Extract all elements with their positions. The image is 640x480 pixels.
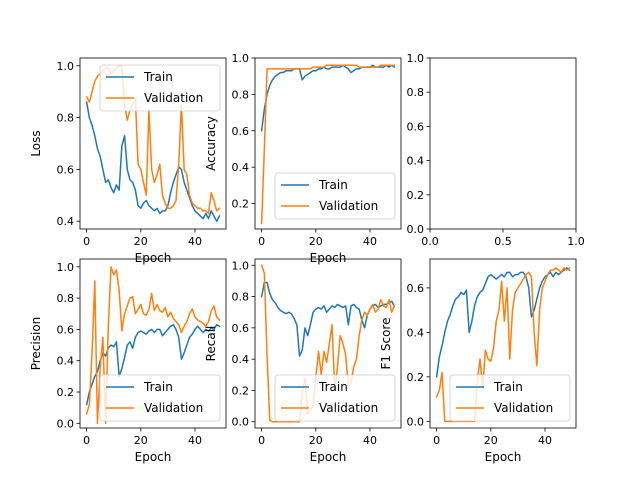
x-tick-label: 40	[363, 235, 377, 248]
x-tick-label: 0	[433, 434, 440, 447]
plot-area	[260, 264, 396, 423]
x-tick-label: 20	[309, 434, 323, 447]
axes-frame	[429, 57, 577, 230]
y-tick-label: 1.0	[232, 52, 250, 65]
subplot-4: 0 20 40 0.0 0.2 0.4 0.6 0.8 1.0 Epoch Precision Tra…	[29, 258, 227, 464]
validation-legend-label: Validation	[319, 401, 378, 415]
y-tick-label: 0.0	[407, 223, 425, 236]
axes-frame	[254, 258, 402, 429]
validation-legend-label: Validation	[494, 401, 553, 415]
y-axis-label: Precision	[29, 317, 43, 371]
axes-frame	[79, 57, 227, 230]
x-axis-label: Epoch	[135, 450, 172, 464]
validation-series-line	[260, 264, 396, 423]
y-tick-label: 0.2	[232, 198, 250, 211]
y-tick-label: 0.2	[407, 189, 425, 202]
subplot-5: 0 20 40 0.0 0.2 0.4 0.6 0.8 1.0 Epoch Recall Train V…	[204, 258, 402, 464]
legend: Train Validation	[99, 64, 221, 112]
legend: Train Validation	[274, 172, 396, 220]
y-tick-label: 0.6	[407, 120, 425, 133]
y-tick-label: 0.8	[232, 88, 250, 101]
x-tick-label: 0.5	[494, 235, 512, 248]
y-tick-label: 1.0	[57, 60, 75, 73]
validation-series-line	[260, 64, 396, 225]
train-series-line	[260, 64, 396, 132]
y-tick-label: 1.0	[407, 52, 425, 65]
plot-area	[260, 64, 396, 225]
validation-series-line	[85, 266, 221, 425]
y-tick-label: 0.6	[232, 125, 250, 138]
x-tick-label: 20	[134, 434, 148, 447]
x-tick-label: 0.0	[421, 235, 439, 248]
y-tick-label: 0.6	[232, 322, 250, 335]
x-tick-label: 40	[538, 434, 552, 447]
y-tick-label: 0.4	[232, 353, 250, 366]
train-series-line	[85, 323, 221, 406]
axes-frame	[429, 258, 577, 429]
x-tick-label: 0	[258, 434, 265, 447]
y-tick-label: 0.8	[232, 291, 250, 304]
subplot-6: 0 20 40 0.0 0.2 0.4 0.6 Epoch F1 Score Train Valid…	[379, 258, 577, 464]
y-axis-label: Accuracy	[204, 116, 218, 171]
y-tick-label: 0.2	[57, 386, 75, 399]
x-axis-label: Epoch	[135, 251, 172, 265]
train-legend-label: Train	[143, 70, 173, 84]
y-tick-label: 0.6	[407, 282, 425, 295]
legend: Train Validation	[274, 374, 396, 422]
y-tick-label: 0.4	[57, 355, 75, 368]
y-tick-label: 0.8	[57, 112, 75, 125]
y-tick-label: 0.8	[407, 86, 425, 99]
y-tick-label: 0.2	[407, 371, 425, 384]
x-axis-label: Epoch	[485, 450, 522, 464]
y-tick-label: 0.2	[232, 384, 250, 397]
y-tick-label: 0.4	[407, 326, 425, 339]
validation-legend-label: Validation	[319, 199, 378, 213]
y-tick-label: 0.4	[407, 155, 425, 168]
x-tick-label: 0	[83, 434, 90, 447]
y-tick-label: 1.0	[232, 259, 250, 272]
train-legend-label: Train	[318, 178, 348, 192]
plot-area	[85, 266, 221, 425]
train-series-line	[435, 267, 571, 378]
y-tick-label: 0.4	[232, 161, 250, 174]
y-axis-label: Recall	[204, 326, 218, 362]
train-legend-label: Train	[493, 380, 523, 394]
x-axis-label: Epoch	[310, 450, 347, 464]
y-tick-label: 0.0	[57, 417, 75, 430]
subplot-1: 0 20 40 0.4 0.6 0.8 1.0 Epoch Loss Train Validatio…	[29, 57, 227, 265]
validation-legend-label: Validation	[144, 401, 203, 415]
axes-frame	[79, 258, 227, 429]
train-legend-label: Train	[318, 380, 348, 394]
legend: Train Validation	[449, 374, 571, 422]
axes-frame	[254, 57, 402, 230]
x-tick-label: 0	[83, 235, 90, 248]
x-tick-label: 40	[363, 434, 377, 447]
validation-legend-label: Validation	[144, 91, 203, 105]
y-tick-label: 1.0	[57, 261, 75, 274]
y-tick-label: 0.0	[232, 416, 250, 429]
x-tick-label: 20	[484, 434, 498, 447]
x-tick-label: 20	[134, 235, 148, 248]
y-axis-label: Loss	[29, 130, 43, 156]
x-tick-label: 40	[188, 235, 202, 248]
y-tick-label: 0.0	[407, 415, 425, 428]
y-tick-label: 0.8	[57, 292, 75, 305]
x-tick-label: 40	[188, 434, 202, 447]
y-tick-label: 0.6	[57, 163, 75, 176]
y-tick-label: 0.4	[57, 215, 75, 228]
legend: Train Validation	[99, 374, 221, 422]
subplot-2: 0 20 40 0.2 0.4 0.6 0.8 1.0 Epoch Accuracy Train Va…	[204, 52, 402, 265]
subplot-3: 0.0 0.5 1.0 0.0 0.2 0.4 0.6 0.8 1.0	[407, 52, 585, 248]
train-legend-label: Train	[143, 380, 173, 394]
train-series-line	[260, 281, 396, 357]
x-tick-label: 0	[258, 235, 265, 248]
y-axis-label: F1 Score	[379, 318, 393, 370]
x-tick-label: 1.0	[567, 235, 585, 248]
train-series-line	[85, 101, 221, 222]
x-axis-label: Epoch	[310, 251, 347, 265]
y-tick-label: 0.6	[57, 323, 75, 336]
x-tick-label: 20	[309, 235, 323, 248]
